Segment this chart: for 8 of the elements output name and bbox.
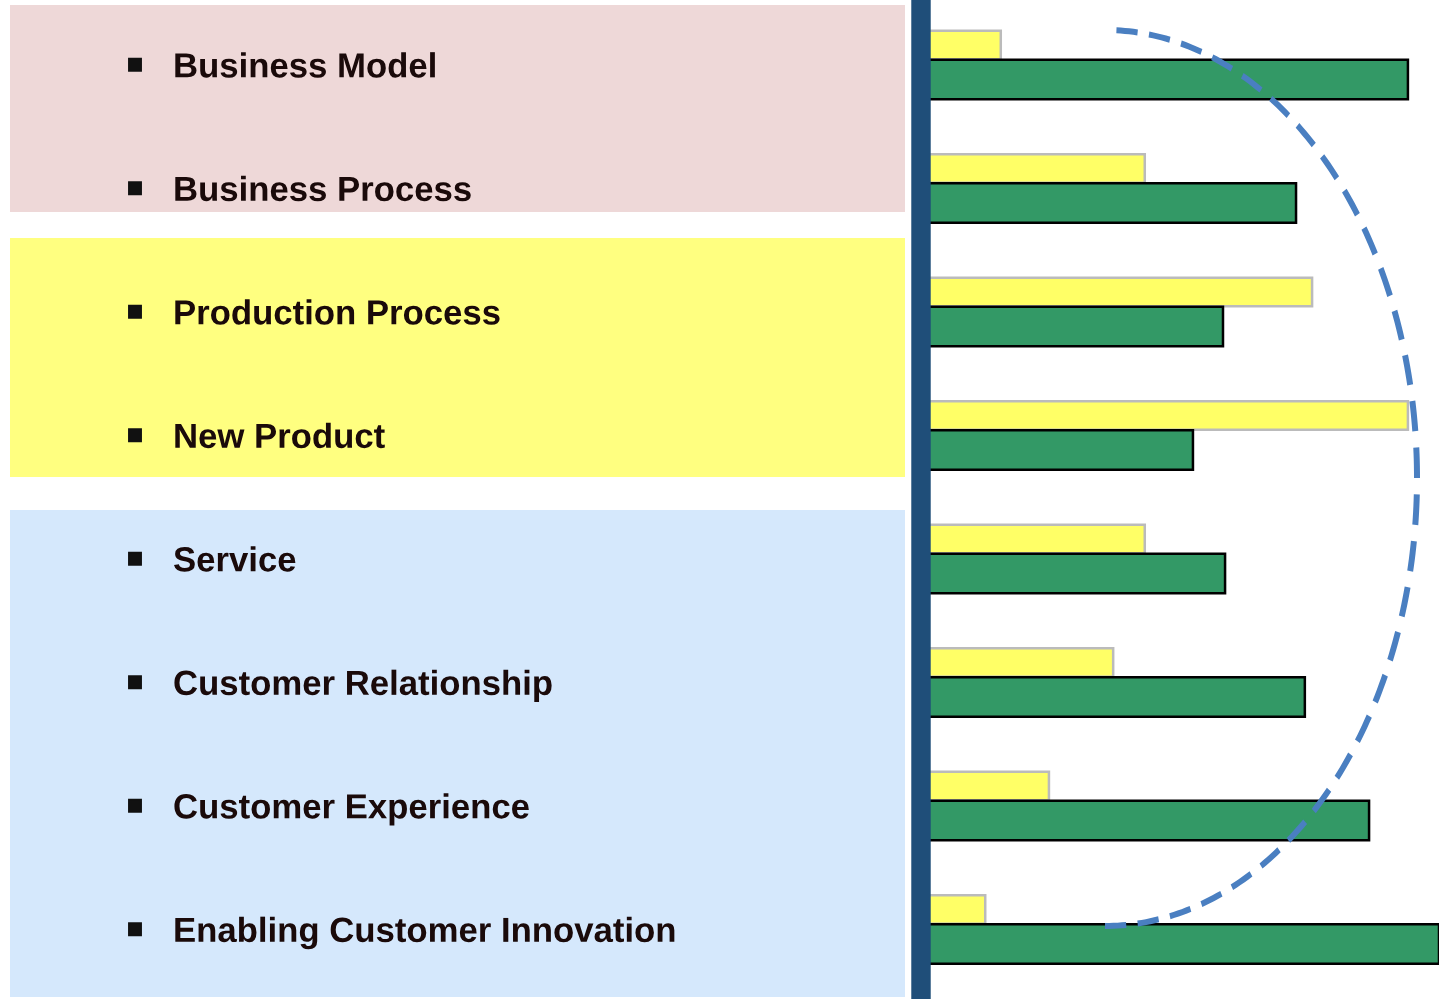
y-tick-label: New Product xyxy=(175,422,385,449)
y-tick-label: Business Process xyxy=(175,175,471,202)
y-tick-label: Customer Experience xyxy=(174,793,529,826)
y-tick-label: Production Process xyxy=(175,299,500,325)
y-tick-label: Enabling Customer Innovation xyxy=(175,916,675,950)
y-tick-label: Customer Relationship xyxy=(174,669,552,703)
y-tick-label: Business Model xyxy=(175,52,435,78)
y-tick-label: Service xyxy=(174,546,296,572)
